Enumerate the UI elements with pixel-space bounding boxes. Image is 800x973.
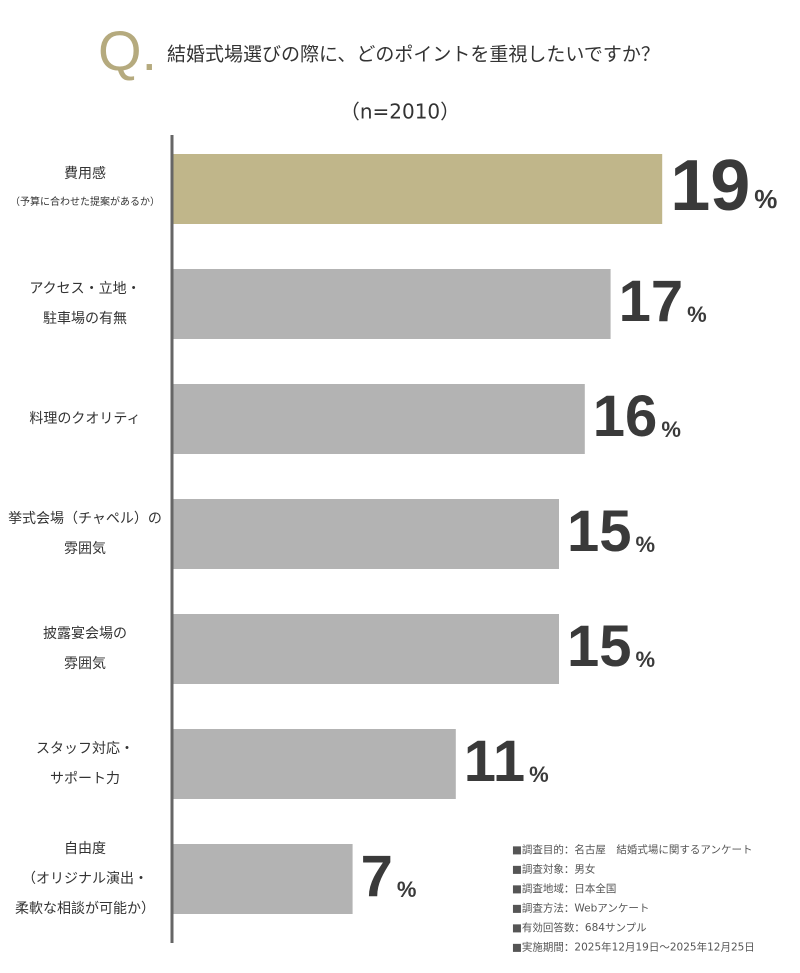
value-label: 16%	[593, 384, 681, 449]
category-label: 柔軟な相談が可能か）	[15, 901, 155, 917]
bar	[173, 844, 353, 914]
value-number: 17	[619, 269, 684, 334]
value-label: 15%	[567, 499, 655, 564]
survey-note: ■実施期間：2025年12月19日〜2025年12月25日	[512, 941, 755, 954]
category-label: サポート力	[50, 771, 120, 787]
value-number: 15	[567, 499, 632, 564]
value-label: 7%	[361, 844, 417, 909]
value-number: 16	[593, 384, 658, 449]
value-unit: %	[636, 647, 656, 672]
value-number: 15	[567, 614, 632, 679]
value-unit: %	[687, 302, 707, 327]
category-label: 自由度	[64, 841, 106, 857]
value-label: 19%	[670, 146, 777, 226]
bar	[173, 384, 585, 454]
survey-note: ■有効回答数：684サンプル	[512, 921, 647, 934]
category-label: スタッフ対応・	[36, 741, 134, 757]
bar	[173, 269, 611, 339]
chart-subtitle: （n=2010）	[340, 100, 460, 124]
title-mark: Q.	[98, 19, 157, 82]
value-label: 17%	[619, 269, 707, 334]
category-label: アクセス・立地・	[29, 281, 140, 297]
survey-note: ■調査対象：男女	[512, 863, 595, 876]
value-unit: %	[754, 184, 777, 214]
category-label: 挙式会場（チャペル）の	[8, 511, 162, 527]
category-note: （予算に合わせた提案があるか）	[10, 195, 160, 208]
survey-note: ■調査地域：日本全国	[512, 882, 616, 895]
category-label: 披露宴会場の	[43, 625, 127, 642]
bar	[173, 729, 456, 799]
category-label: 駐車場の有無	[43, 310, 127, 327]
survey-note: ■調査目的：名古屋 結婚式場に関するアンケート	[512, 843, 753, 856]
category-label: 料理のクオリティ	[29, 411, 140, 427]
category-label: 雰囲気	[64, 656, 106, 672]
value-unit: %	[636, 532, 656, 557]
value-unit: %	[529, 762, 549, 787]
category-label: 雰囲気	[64, 541, 106, 557]
value-number: 11	[464, 729, 525, 794]
value-unit: %	[397, 877, 417, 902]
value-number: 19	[670, 146, 750, 226]
value-unit: %	[661, 417, 681, 442]
bar	[173, 614, 559, 684]
bar	[173, 154, 663, 224]
chart-title: 結婚式場選びの際に、どのポイントを重視したいですか？	[167, 44, 660, 66]
category-label: （オリジナル演出・	[22, 871, 148, 887]
survey-note: ■調査方法：Webアンケート	[512, 902, 649, 915]
bar	[173, 499, 559, 569]
value-label: 11%	[464, 729, 549, 794]
category-label: 費用感	[64, 165, 106, 182]
value-label: 15%	[567, 614, 655, 679]
value-number: 7	[361, 844, 393, 909]
